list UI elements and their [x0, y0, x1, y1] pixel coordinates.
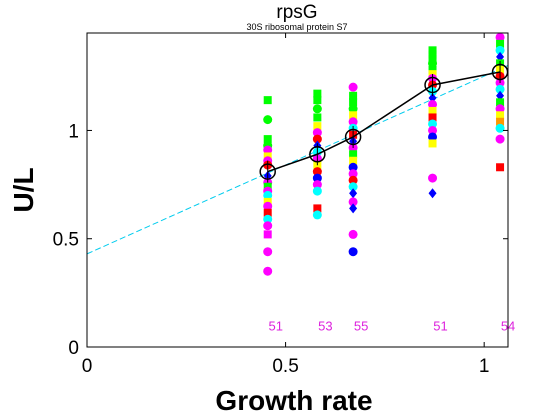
x-tick-label: 1	[479, 356, 490, 377]
sample-count-label: 51	[268, 318, 282, 333]
data-point	[312, 173, 322, 183]
data-point	[313, 96, 322, 105]
sample-count-label: 51	[433, 318, 447, 333]
mean-marker	[424, 76, 441, 94]
data-point	[312, 210, 322, 220]
data-point	[495, 104, 505, 114]
data-point	[428, 139, 437, 148]
data-point	[428, 188, 437, 199]
chart-title: rpsG	[276, 2, 317, 23]
data-point	[349, 98, 358, 107]
data-point	[263, 266, 273, 276]
data-point	[495, 32, 505, 42]
data-point	[428, 65, 437, 74]
x-tick-label: 0.5	[272, 356, 298, 377]
y-axis-label: U/L	[8, 167, 39, 212]
data-point	[349, 91, 358, 100]
data-point	[263, 201, 273, 211]
data-point	[496, 117, 505, 126]
data-point	[263, 135, 272, 144]
data-point	[312, 186, 322, 196]
fit-line-layer	[86, 65, 509, 255]
data-point	[263, 214, 273, 224]
mean-marker	[309, 146, 326, 163]
data-point	[348, 175, 358, 185]
data-point	[263, 190, 273, 200]
data-point	[495, 123, 505, 133]
data-point	[428, 132, 438, 142]
data-point	[312, 167, 322, 177]
data-point	[349, 188, 358, 199]
plot-area	[87, 33, 508, 347]
data-point	[495, 84, 505, 94]
mean-marker	[259, 163, 276, 180]
data-point	[495, 134, 505, 144]
data-point	[263, 145, 273, 155]
data-point	[348, 169, 358, 179]
fit-line	[86, 65, 509, 255]
data-point	[348, 117, 358, 127]
data-point	[348, 197, 358, 207]
data-point	[312, 104, 322, 114]
data-point	[312, 180, 322, 190]
data-point	[263, 221, 273, 231]
data-point	[263, 96, 272, 105]
data-point	[496, 163, 505, 172]
data-point	[348, 247, 358, 257]
chart-subtitle: 30S ribosomal protein S7	[246, 22, 347, 32]
x-axis-label: Growth rate	[215, 385, 372, 416]
plot-frame	[86, 32, 509, 348]
data-point	[428, 113, 437, 122]
data-point	[428, 119, 438, 129]
data-point	[313, 89, 322, 98]
data-point	[428, 46, 437, 55]
data-point	[349, 111, 358, 120]
data-point	[348, 182, 358, 192]
sample-count-label: 53	[318, 318, 332, 333]
data-point	[313, 113, 322, 122]
mean-marker	[344, 128, 362, 146]
data-point	[348, 162, 358, 172]
mean-line-layer	[259, 60, 509, 183]
y-tick-label: 1	[68, 121, 79, 142]
data-point	[428, 58, 438, 68]
y-tick-label: 0	[68, 338, 79, 359]
data-point	[428, 125, 438, 135]
data-point	[348, 229, 358, 239]
axes-layer: 0 0.5 1 0 0.5 1	[53, 33, 508, 377]
data-point	[348, 82, 358, 92]
sample-count-label: 55	[354, 318, 368, 333]
data-point	[428, 99, 438, 109]
data-point	[495, 45, 505, 55]
data-point	[348, 104, 358, 114]
y-tick-label: 0.5	[53, 230, 79, 251]
data-point	[496, 111, 505, 120]
data-point	[349, 156, 358, 165]
data-point	[496, 98, 505, 107]
data-point	[428, 50, 437, 59]
data-point	[349, 150, 358, 159]
data-point	[263, 115, 273, 125]
data-point	[263, 247, 273, 257]
data-point	[263, 208, 272, 217]
data-point	[263, 230, 272, 239]
data-point	[428, 106, 437, 115]
data-point	[313, 204, 322, 213]
data-point	[312, 134, 322, 144]
counts-layer: 51 53 55 51 54	[268, 318, 515, 333]
data-point	[313, 122, 322, 131]
data-point	[312, 128, 322, 138]
data-point	[496, 39, 505, 48]
data-point	[428, 173, 438, 183]
data-point	[349, 203, 358, 214]
x-tick-label: 0	[82, 356, 93, 377]
